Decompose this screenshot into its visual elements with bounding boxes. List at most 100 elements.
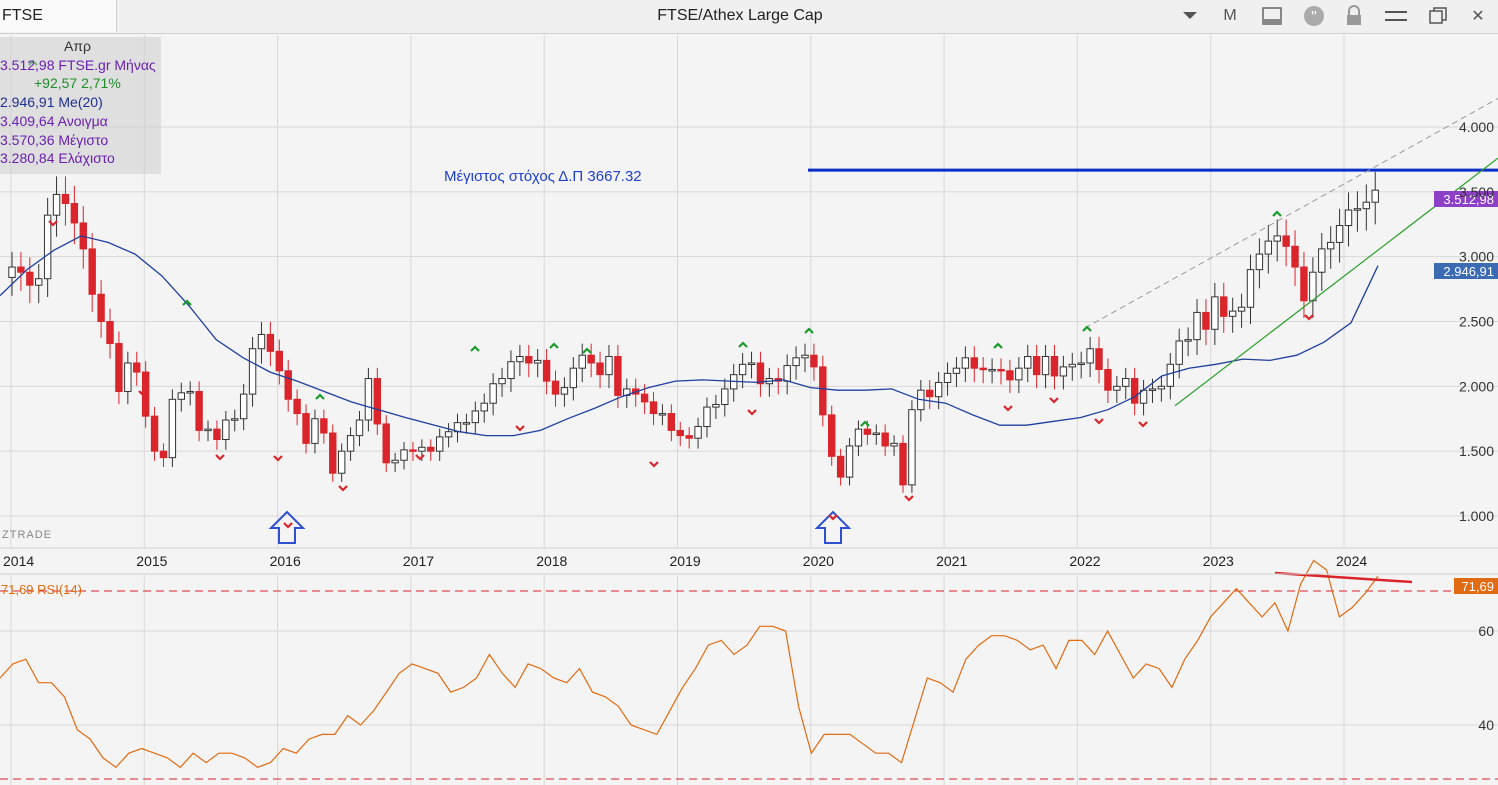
sell-signal-chevron bbox=[1304, 314, 1314, 321]
candle-body bbox=[8, 266, 16, 278]
rsi-line bbox=[0, 559, 1379, 769]
candle-body bbox=[1362, 201, 1371, 210]
candle-body bbox=[61, 193, 70, 205]
candle-body bbox=[1148, 388, 1157, 391]
x-tick-label: 2018 bbox=[536, 553, 567, 569]
candle-body bbox=[418, 446, 426, 452]
candle-body bbox=[150, 415, 159, 452]
candle-body bbox=[926, 389, 934, 398]
candle-body bbox=[605, 356, 613, 376]
y-tick-label: 4.000 bbox=[1459, 119, 1494, 135]
candle-body bbox=[1077, 362, 1085, 365]
buy-signal-chevron bbox=[860, 420, 870, 427]
candle-body bbox=[614, 356, 622, 396]
sell-signal-chevron bbox=[649, 461, 659, 468]
candle-body bbox=[480, 402, 488, 412]
candle-body bbox=[168, 398, 177, 459]
candle-body bbox=[979, 367, 987, 371]
y-tick-label: 2.000 bbox=[1459, 378, 1494, 394]
sell-signal-chevron bbox=[1094, 418, 1104, 425]
candle-body bbox=[863, 428, 872, 435]
legend: Απρ 3.512,98 FTSE.gr Μήνας +92,57 2,71% … bbox=[0, 37, 161, 174]
candle-body bbox=[435, 436, 444, 452]
candle-body bbox=[525, 356, 533, 364]
candle-body bbox=[533, 359, 542, 364]
rsi-value-tag bbox=[1454, 578, 1498, 594]
x-tick-label: 2019 bbox=[670, 553, 701, 569]
rsi-label: 71,69 RSI(14) bbox=[1, 582, 82, 597]
candle-body bbox=[703, 406, 711, 428]
candle-body bbox=[248, 348, 257, 395]
candle-body bbox=[1300, 266, 1308, 302]
sell-signal-chevron bbox=[415, 454, 425, 461]
legend-price: 3.512,98 FTSE.gr Μήνας bbox=[0, 56, 156, 73]
candle-body bbox=[587, 354, 595, 364]
candle-body bbox=[1157, 385, 1166, 390]
candle-body bbox=[231, 418, 239, 421]
candle-body bbox=[836, 455, 845, 478]
candle-body bbox=[293, 398, 301, 415]
candle-body bbox=[346, 435, 355, 452]
sell-signal-chevron bbox=[515, 425, 525, 432]
candle-body bbox=[1086, 348, 1094, 364]
period-button[interactable]: M bbox=[1223, 7, 1237, 24]
menu-icon[interactable] bbox=[1378, 0, 1414, 32]
candle-body bbox=[257, 333, 266, 350]
candle-body bbox=[560, 387, 569, 395]
lock-icon[interactable] bbox=[1336, 0, 1372, 32]
candle-body bbox=[1211, 296, 1219, 330]
last-price-tag-text: 3.512,98 bbox=[1443, 192, 1494, 207]
candle-body bbox=[872, 432, 880, 436]
symbol-input[interactable]: FTSE bbox=[0, 0, 117, 32]
candle-body bbox=[1291, 245, 1299, 268]
sell-signal-chevron bbox=[138, 390, 148, 397]
candle-body bbox=[427, 446, 435, 452]
low-marker-arrow bbox=[268, 510, 306, 544]
y-tick-label: 2.500 bbox=[1459, 314, 1494, 330]
candle-body bbox=[828, 414, 836, 457]
candle-body bbox=[26, 271, 34, 286]
buy-signal-chevron bbox=[549, 342, 559, 349]
candle-body bbox=[569, 367, 578, 389]
candle-body bbox=[1104, 368, 1112, 391]
candle-body bbox=[1130, 378, 1139, 404]
close-icon[interactable]: ✕ bbox=[1471, 8, 1485, 25]
candle-body bbox=[43, 214, 52, 280]
candle-body bbox=[239, 393, 248, 420]
candle-body bbox=[177, 392, 185, 400]
candle-body bbox=[667, 413, 676, 431]
candle-body bbox=[1166, 363, 1174, 387]
candle-body bbox=[899, 442, 907, 486]
x-tick-label: 2014 bbox=[3, 553, 34, 569]
legend-open: 3.409,64 Ανοιγμα bbox=[0, 112, 108, 129]
restore-window-icon[interactable] bbox=[1420, 0, 1456, 32]
candle-body bbox=[721, 388, 729, 405]
candle-body bbox=[1264, 240, 1273, 255]
panel-icon[interactable] bbox=[1254, 0, 1290, 32]
candle-body bbox=[1059, 366, 1068, 377]
candle-body bbox=[961, 357, 970, 369]
candle-body bbox=[1335, 225, 1344, 243]
dropdown-arrow-icon[interactable] bbox=[1172, 0, 1208, 32]
candle-body bbox=[35, 278, 43, 286]
candle-body bbox=[115, 343, 123, 393]
candle-body bbox=[810, 354, 818, 368]
sell-signal-chevron bbox=[1138, 421, 1148, 428]
candle-body bbox=[845, 445, 854, 478]
x-tick-label: 2020 bbox=[803, 553, 834, 569]
toolbar: FTSE FTSE/Athex Large Cap M " ✕ bbox=[0, 0, 1498, 34]
candle-body bbox=[578, 354, 586, 369]
candle-body bbox=[801, 354, 809, 359]
candle-body bbox=[400, 449, 408, 461]
sell-signal-chevron bbox=[283, 522, 293, 529]
candle-body bbox=[1024, 356, 1032, 369]
legend-ma: 2.946,91 Me(20) bbox=[0, 94, 103, 111]
rsi-tick-label: 60 bbox=[1478, 623, 1494, 639]
candle-body bbox=[337, 450, 346, 474]
candle-body bbox=[355, 419, 364, 437]
quote-icon[interactable]: " bbox=[1296, 0, 1332, 32]
chart-title: FTSE/Athex Large Cap bbox=[657, 7, 823, 24]
candle-body bbox=[1255, 253, 1264, 271]
candle-body bbox=[1273, 235, 1281, 242]
